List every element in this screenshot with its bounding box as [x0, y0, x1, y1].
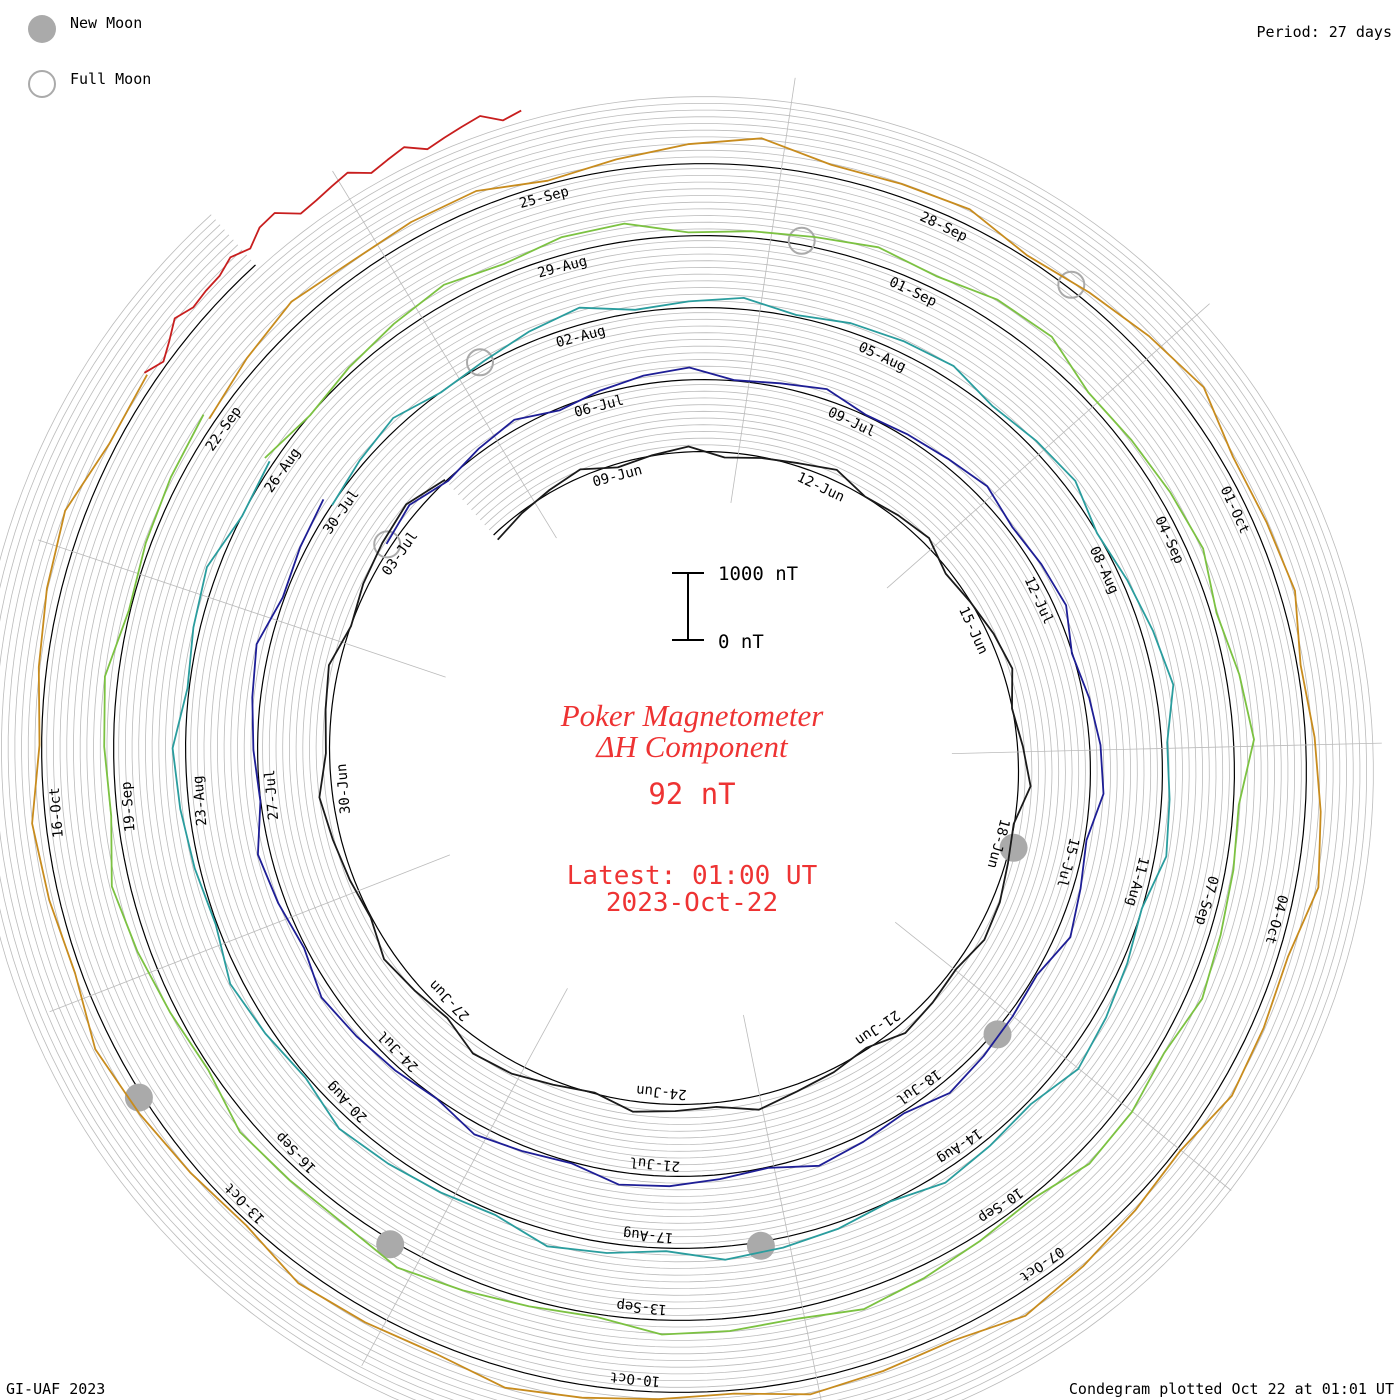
day-spoke — [894, 921, 1232, 1191]
date-label: 09-Jun — [591, 462, 644, 490]
latest-time: Latest: 01:00 UT — [567, 861, 818, 891]
day-spoke — [361, 988, 568, 1366]
date-label: 06-Jul — [573, 393, 626, 421]
full-moon-marker — [1057, 270, 1086, 299]
new-moon-icon — [28, 15, 56, 43]
date-label: 15-Jul — [1053, 836, 1082, 889]
grid-line-700nt — [0, 116, 1354, 1400]
grid-line-900nt — [0, 103, 1367, 1400]
chart-title-line2: ΔH Component — [594, 729, 789, 764]
new-moon-legend-label: New Moon — [70, 14, 142, 32]
full-moon-marker — [787, 226, 816, 255]
dh-series — [31, 109, 1322, 1400]
scale-max-label: 1000 nT — [718, 563, 798, 585]
day-axis-spiral — [41, 163, 1307, 1393]
date-label: 16-Oct — [47, 787, 67, 839]
date-label: 24-Jun — [635, 1082, 687, 1103]
date-label: 25-Sep — [518, 184, 571, 212]
current-value: 92 nT — [648, 777, 735, 811]
scale-min-label: 0 nT — [718, 631, 764, 653]
series-trace-2 — [251, 366, 1105, 1188]
full-moon-icon — [28, 70, 56, 98]
date-label: 29-Aug — [536, 253, 589, 281]
new-moon-marker — [124, 1083, 153, 1112]
plotted-label: Condegram plotted Oct 22 at 01:01 UT — [1069, 1380, 1394, 1398]
grid-spiral — [0, 96, 1374, 1400]
day-spoke — [730, 77, 796, 503]
zero-nt-axis — [41, 163, 1307, 1393]
date-label: 27-Jul — [262, 769, 282, 821]
grid-line-800nt — [0, 109, 1361, 1400]
day-spoke — [49, 854, 451, 1013]
date-label: 01-Oct — [1217, 484, 1253, 537]
period-label: Period: 27 days — [1257, 23, 1392, 41]
date-label: 12-Jul — [1021, 574, 1057, 627]
date-label: 19-Sep — [119, 781, 139, 833]
series-trace-4 — [103, 222, 1255, 1336]
date-label: 04-Sep — [1151, 514, 1187, 567]
date-label: 21-Jul — [629, 1153, 681, 1174]
grid-line-1000nt — [0, 96, 1374, 1400]
grid-line-600nt — [1, 123, 1347, 1400]
full-moon-marker — [373, 530, 402, 559]
date-label: 17-Aug — [622, 1225, 674, 1246]
day-spoke — [332, 170, 557, 539]
date-label: 04-Oct — [1262, 893, 1291, 946]
new-moon-marker — [746, 1231, 775, 1260]
date-label: 30-Jun — [334, 763, 354, 815]
new-moon-marker — [999, 833, 1028, 862]
grid-line-200nt — [27, 149, 1321, 1400]
series-trace-6 — [143, 109, 522, 374]
day-spoke — [743, 1014, 822, 1400]
grid-line-300nt — [21, 143, 1327, 1400]
series-trace-1 — [318, 445, 1032, 1113]
date-label: 08-Aug — [1086, 544, 1122, 597]
chart-title-line1: Poker Magnetometer — [560, 698, 824, 733]
date-label: 10-Oct — [609, 1368, 661, 1389]
date-label: 07-Sep — [1192, 874, 1221, 927]
grid-line-500nt — [7, 129, 1341, 1400]
series-trace-3 — [171, 297, 1175, 1261]
date-label: 13-Sep — [616, 1297, 668, 1318]
date-label: 15-Jun — [955, 604, 991, 657]
full-moon-marker — [466, 348, 494, 377]
grid-line-100nt — [34, 156, 1314, 1400]
date-label: 02-Aug — [554, 323, 607, 351]
latest-date: 2023-Oct-22 — [606, 888, 778, 918]
scale-bar: 1000 nT 0 nT — [672, 563, 798, 653]
day-spoke — [37, 539, 446, 678]
grid-line-400nt — [14, 136, 1334, 1400]
date-label: 11-Aug — [1123, 855, 1152, 908]
date-label: 23-Aug — [190, 775, 210, 827]
new-moon-marker — [376, 1230, 405, 1259]
day-spoke — [886, 303, 1210, 589]
credit-label: GI-UAF 2023 — [6, 1380, 105, 1398]
full-moon-legend-label: Full Moon — [70, 70, 151, 88]
series-trace-5 — [31, 137, 1322, 1400]
